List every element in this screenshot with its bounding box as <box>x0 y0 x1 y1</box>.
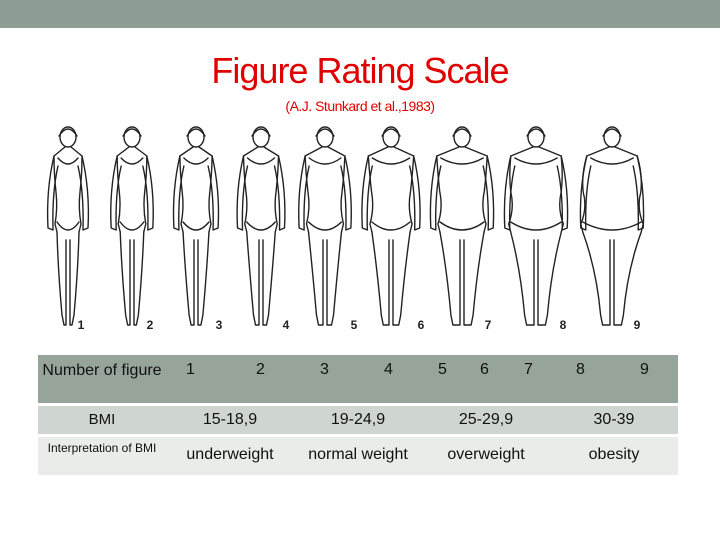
figure-number-cell: 4 <box>384 361 393 378</box>
table-row-interpretation: Interpretation of BMI underweight normal… <box>38 437 678 475</box>
interpretation-cell: underweight <box>186 446 274 463</box>
page-subtitle: (A.J. Stunkard et al.,1983) <box>285 98 435 114</box>
figure-silhouette-8 <box>503 126 569 326</box>
page-title: Figure Rating Scale <box>211 50 509 91</box>
figure-number-label: 5 <box>351 318 358 332</box>
figure-silhouette-2 <box>110 126 154 326</box>
table-row-bmi: BMI 15-18,9 19-24,9 25-29,9 30-39 <box>38 406 678 434</box>
row-header-bmi: BMI <box>88 411 116 428</box>
bmi-range-cell: 30-39 <box>593 411 635 428</box>
figure-number-cell: 1 <box>186 361 195 378</box>
figure-number-label: 8 <box>560 318 567 332</box>
figure-number-label: 7 <box>485 318 492 332</box>
figure-number-cell: 9 <box>640 361 649 378</box>
figure-silhouette-4 <box>236 126 286 326</box>
figure-number-cell: 8 <box>576 361 585 378</box>
figure-number-cell: 7 <box>524 361 533 378</box>
figure-silhouette-5 <box>298 126 352 326</box>
figure-silhouette-1 <box>46 126 90 326</box>
table-row-figure-number: Number of figure 1 2 3 4 5 6 7 8 9 <box>38 355 678 403</box>
figure-number-cell: 6 <box>480 361 489 378</box>
figure-number-cell: 3 <box>320 361 329 378</box>
interpretation-cell: overweight <box>447 446 525 463</box>
interpretation-cell: obesity <box>588 446 640 463</box>
figure-number-cell: 5 <box>438 361 447 378</box>
figure-number-label: 1 <box>78 318 85 332</box>
row-header-interpretation: Interpretation of BMI <box>47 441 157 455</box>
figure-number-label: 3 <box>216 318 223 332</box>
figure-silhouettes: 1 2 3 4 5 6 7 8 9 <box>46 126 645 332</box>
figure-silhouette-7 <box>429 126 495 326</box>
figure-number-label: 4 <box>283 318 290 332</box>
bmi-range-cell: 25-29,9 <box>458 411 514 428</box>
figure-number-cell: 2 <box>256 361 265 378</box>
bmi-range-cell: 19-24,9 <box>330 411 386 428</box>
figure-silhouette-9 <box>579 126 645 326</box>
row-header-figure-number: Number of figure <box>42 362 162 379</box>
interpretation-cell: normal weight <box>308 446 408 463</box>
figure-number-label: 9 <box>634 318 641 332</box>
figure-silhouette-6 <box>361 126 421 326</box>
figure-number-label: 2 <box>147 318 154 332</box>
bmi-range-cell: 15-18,9 <box>202 411 258 428</box>
figure-number-label: 6 <box>418 318 425 332</box>
top-bar <box>0 0 720 28</box>
figure-silhouette-3 <box>172 126 220 326</box>
